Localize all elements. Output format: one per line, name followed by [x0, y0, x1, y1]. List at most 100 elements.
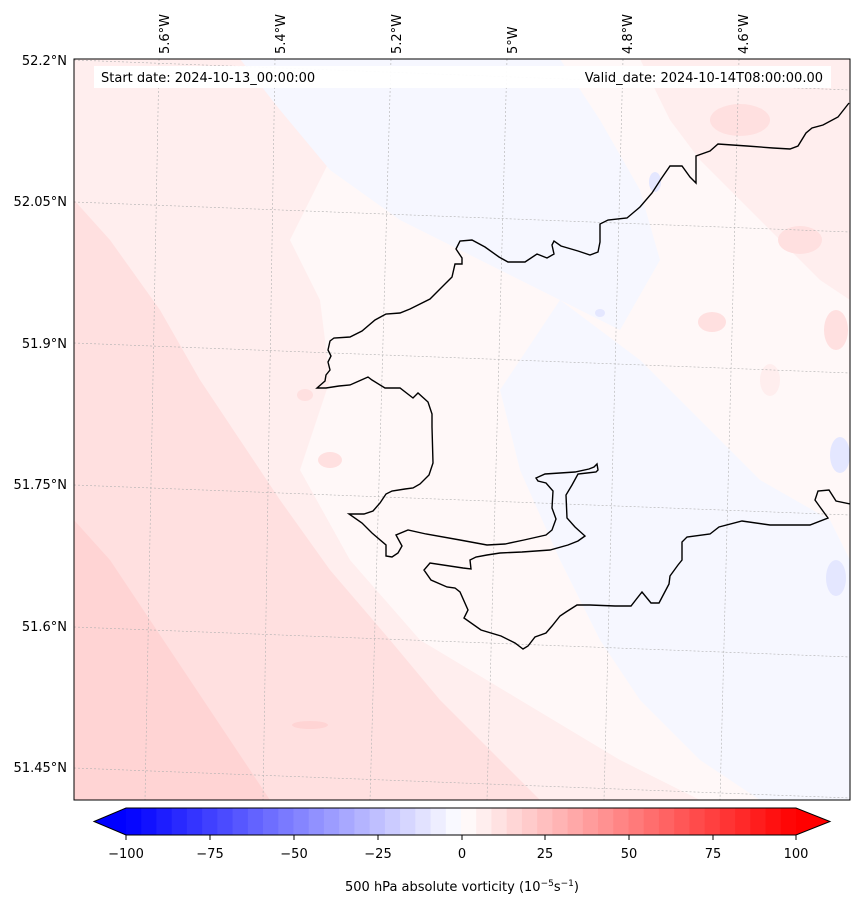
colorbar-tick-label: −25 — [364, 847, 391, 862]
lon-label-5-4w: 5.4°W — [274, 14, 289, 54]
colorbar-title: 500 hPa absolute vorticity (10−5s−1) — [345, 879, 579, 895]
meridian-gridline — [369, 59, 392, 800]
colorbar-tick-label: 25 — [537, 847, 554, 862]
lat-label-52-2n: 52.2°N — [22, 54, 67, 69]
map-panel: Start date: 2024-10-13_00:00:00 Valid_da… — [74, 59, 850, 800]
colorbar-cell — [689, 808, 706, 835]
colorbar-cell — [750, 808, 767, 835]
colorbar-cell — [643, 808, 660, 835]
colorbar-tick-label: 75 — [705, 847, 722, 862]
colorbar-cell — [658, 808, 675, 835]
lon-label-5-6w: 5.6°W — [158, 14, 173, 54]
colorbar-cell — [628, 808, 645, 835]
field-band-strong-positive — [74, 520, 270, 800]
colorbar-cell — [582, 808, 599, 835]
colorbar-cell — [704, 808, 721, 835]
field-patch-positive-ne4 — [824, 310, 848, 350]
colorbar-cell — [263, 808, 279, 835]
colorbar-cell — [613, 808, 629, 835]
colorbar-tick-label: −75 — [196, 847, 223, 862]
colorbar-title-exp2: −1 — [561, 879, 574, 889]
colorbar-cell — [171, 808, 188, 835]
meridian-gridline — [486, 59, 508, 800]
colorbar-max-extension — [796, 808, 830, 835]
colorbar-tick-label: 100 — [784, 847, 809, 862]
colorbar-cell — [537, 808, 553, 835]
lat-label-51-9n: 51.9°N — [22, 337, 67, 352]
colorbar-cell — [278, 808, 294, 835]
field-patch-positive-ne5 — [760, 364, 780, 396]
colorbar-cell — [780, 808, 797, 835]
meridian-gridline — [603, 59, 624, 800]
colorbar-cell — [415, 808, 432, 835]
longitude-labels: 5.6°W 5.4°W 5.2°W 5°W 4.8°W 4.6°W — [158, 14, 752, 54]
parallel-gridline — [74, 626, 850, 658]
lon-label-5-2w: 5.2°W — [390, 14, 405, 54]
meridian-gridline — [144, 59, 160, 800]
field-band-weak-negative-east — [500, 300, 850, 800]
header-label-box — [94, 66, 831, 88]
colorbar-cell — [156, 808, 173, 835]
colorbar-cell — [293, 808, 310, 835]
valid-date-label: Valid_date: 2024-10-14T08:00:00.00 — [585, 71, 823, 86]
colorbar-cell — [521, 808, 538, 835]
meridian-gridline — [719, 59, 740, 800]
field-patch-positive-w2 — [318, 452, 342, 468]
latitude-labels: 52.2°N 52.05°N 51.9°N 51.75°N 51.6°N 51.… — [14, 54, 67, 776]
parallel-gridline — [74, 342, 850, 374]
colorbar-cell — [674, 808, 690, 835]
colorbar-cell — [598, 808, 614, 835]
colorbar-title-mid: s — [554, 880, 561, 895]
lat-label-52-05n: 52.05°N — [14, 195, 67, 210]
colorbar-cell — [202, 808, 218, 835]
lat-label-51-6n: 51.6°N — [22, 620, 67, 635]
colorbar-cell — [308, 808, 325, 835]
colorbar-cell — [506, 808, 523, 835]
lat-label-51-75n: 51.75°N — [14, 478, 67, 493]
colorbar-cells — [126, 808, 797, 835]
colorbar-cell — [735, 808, 751, 835]
field-patch-positive-ne2 — [778, 226, 822, 254]
colorbar-tick-label: 0 — [458, 847, 466, 862]
colorbar-title-main: 500 hPa absolute vorticity (10 — [345, 880, 541, 895]
field-patch-positive-sw1 — [292, 721, 328, 729]
field-patch-negative-c1 — [595, 309, 605, 317]
colorbar-cell — [339, 808, 355, 835]
colorbar-cell — [400, 808, 416, 835]
field-patch-positive-ne1 — [710, 104, 770, 136]
colorbar-cell — [430, 808, 447, 835]
coastline-north — [315, 102, 850, 650]
colorbar-cell — [552, 808, 569, 835]
field-band-positive — [74, 200, 540, 800]
colorbar-cell — [217, 808, 234, 835]
colorbar-cell — [323, 808, 340, 835]
colorbar-min-extension — [94, 808, 126, 835]
lat-label-51-45n: 51.45°N — [14, 761, 67, 776]
lon-label-4-8w: 4.8°W — [621, 14, 636, 54]
colorbar-cell — [567, 808, 584, 835]
colorbar-cell — [369, 808, 386, 835]
colorbar-cell — [445, 808, 462, 835]
lon-label-5w: 5°W — [506, 26, 521, 54]
colorbar-cell — [354, 808, 371, 835]
colorbar-title-exp1: −5 — [541, 879, 554, 889]
colorbar-tick-labels: −100 −75 −50 −25 0 25 50 75 100 — [108, 847, 808, 862]
parallel-gridline — [74, 484, 850, 516]
field-patch-negative-e2 — [826, 560, 846, 596]
colorbar-cell — [232, 808, 249, 835]
lon-label-4-6w: 4.6°W — [737, 14, 752, 54]
colorbar-cell — [765, 808, 782, 835]
colorbar-cell — [491, 808, 508, 835]
colorbar-cell — [384, 808, 401, 835]
colorbar-cell — [126, 808, 142, 835]
colorbar-cell — [476, 808, 492, 835]
colorbar-cell — [186, 808, 203, 835]
colorbar-tick-label: 50 — [621, 847, 638, 862]
colorbar-tick-marks — [125, 835, 797, 840]
field-patch-positive-ne3 — [698, 312, 726, 332]
parallel-gridline — [74, 767, 850, 799]
colorbar: −100 −75 −50 −25 0 25 50 75 100 500 hPa … — [92, 807, 832, 895]
map-frame — [73, 58, 851, 801]
field-patch-positive-w1 — [297, 389, 313, 401]
